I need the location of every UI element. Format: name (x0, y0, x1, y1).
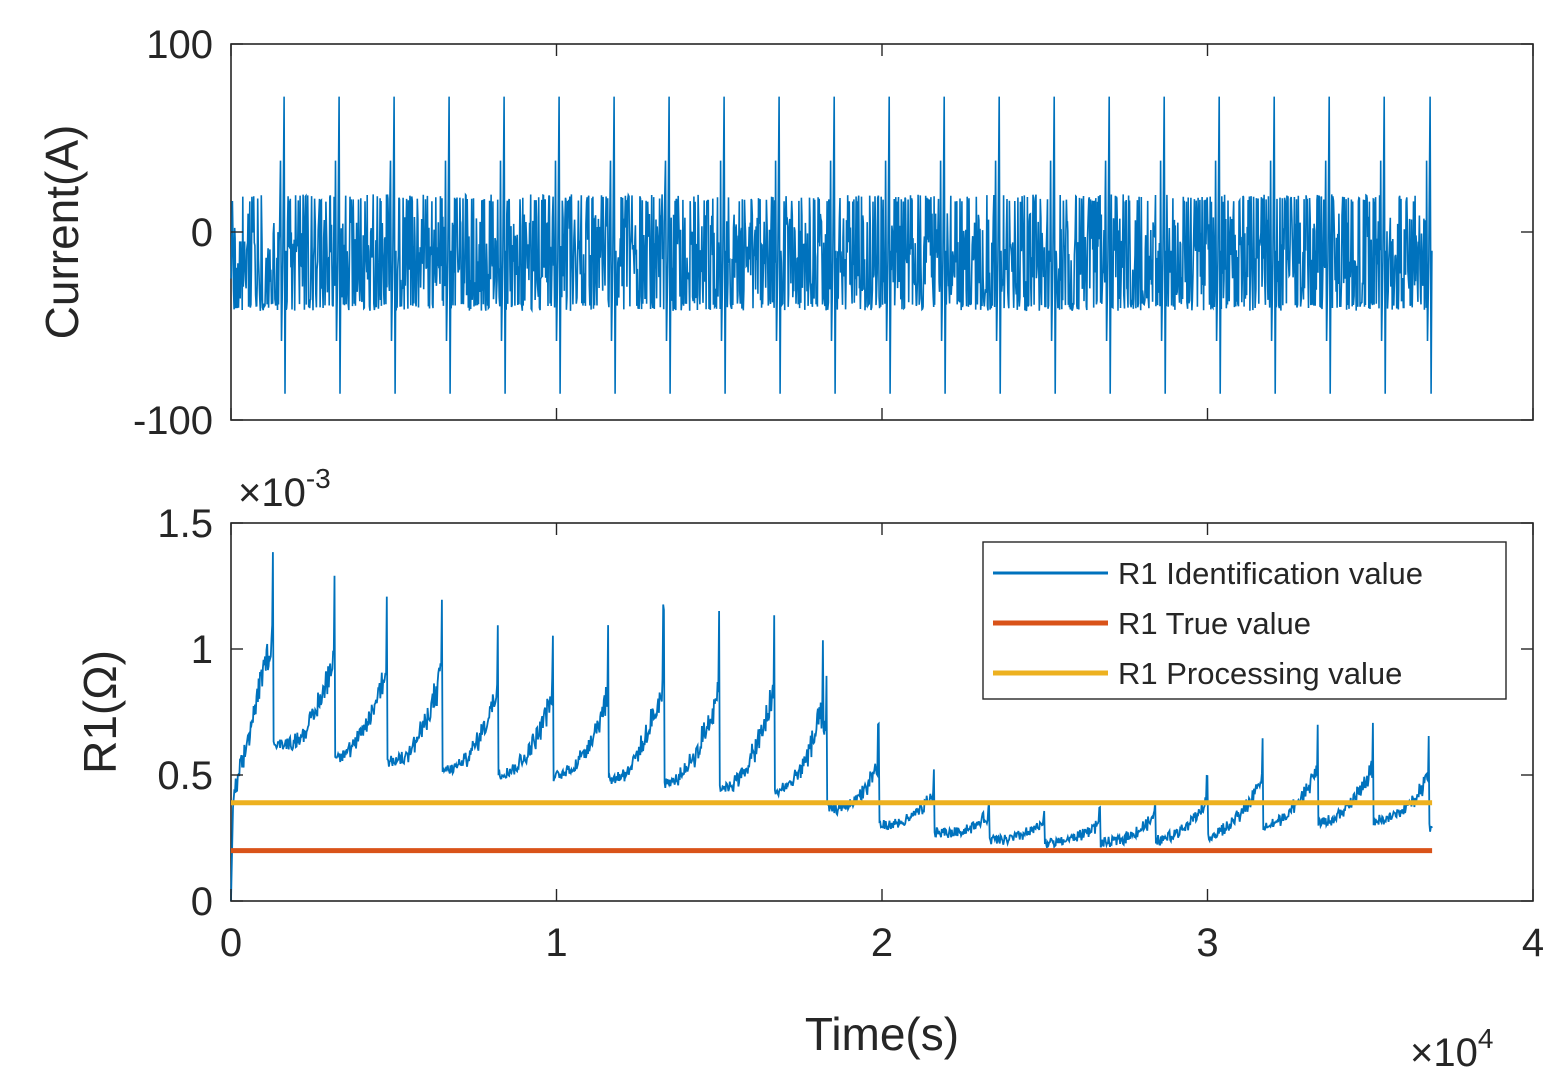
r1-x-tick-label: 3 (1196, 921, 1218, 965)
current-line (230, 96, 1433, 394)
r1-identification-line (230, 552, 1433, 902)
legend-label-processing: R1 Processing value (1118, 656, 1402, 691)
legend-label-identification: R1 Identification value (1118, 556, 1423, 591)
r1-x-tick-label: 1 (545, 921, 567, 965)
r1-y-axis-label: R1(Ω) (74, 650, 126, 774)
current-y-tick-label: 100 (146, 23, 213, 67)
current-subplot: -100 0 100 Current(A) (36, 23, 1534, 443)
r1-x-tick-label: 2 (871, 921, 893, 965)
current-y-tick-label: 0 (191, 211, 213, 255)
r1-series (230, 552, 1433, 902)
r1-x-axis-label: Time(s) (805, 1008, 959, 1060)
legend-label-true: R1 True value (1118, 606, 1311, 641)
current-y-axis-label: Current(A) (36, 125, 88, 340)
r1-x-tick-label: 4 (1522, 921, 1544, 965)
r1-x-tick-label: 0 (220, 921, 242, 965)
r1-y-tick-label: 1 (191, 628, 213, 672)
current-axis-ticks: -100 0 100 (133, 23, 1534, 443)
current-series (230, 96, 1433, 394)
r1-subplot: 0 1 2 3 4 0 0.5 1 1.5 R1(Ω) ×10-3 Time(s) ×104 R… (74, 463, 1544, 1075)
r1-y-tick-label: 0 (191, 880, 213, 924)
r1-axis-ticks: 0 1 2 3 4 0 0.5 1 1.5 (157, 502, 1544, 965)
current-y-tick-label: -100 (133, 399, 213, 443)
r1-y-tick-label: 1.5 (157, 502, 213, 546)
r1-y-multiplier: ×10-3 (238, 463, 331, 515)
legend: R1 Identification value R1 True value R1… (982, 541, 1507, 700)
r1-x-multiplier: ×104 (1410, 1023, 1493, 1075)
r1-y-tick-label: 0.5 (157, 754, 213, 798)
